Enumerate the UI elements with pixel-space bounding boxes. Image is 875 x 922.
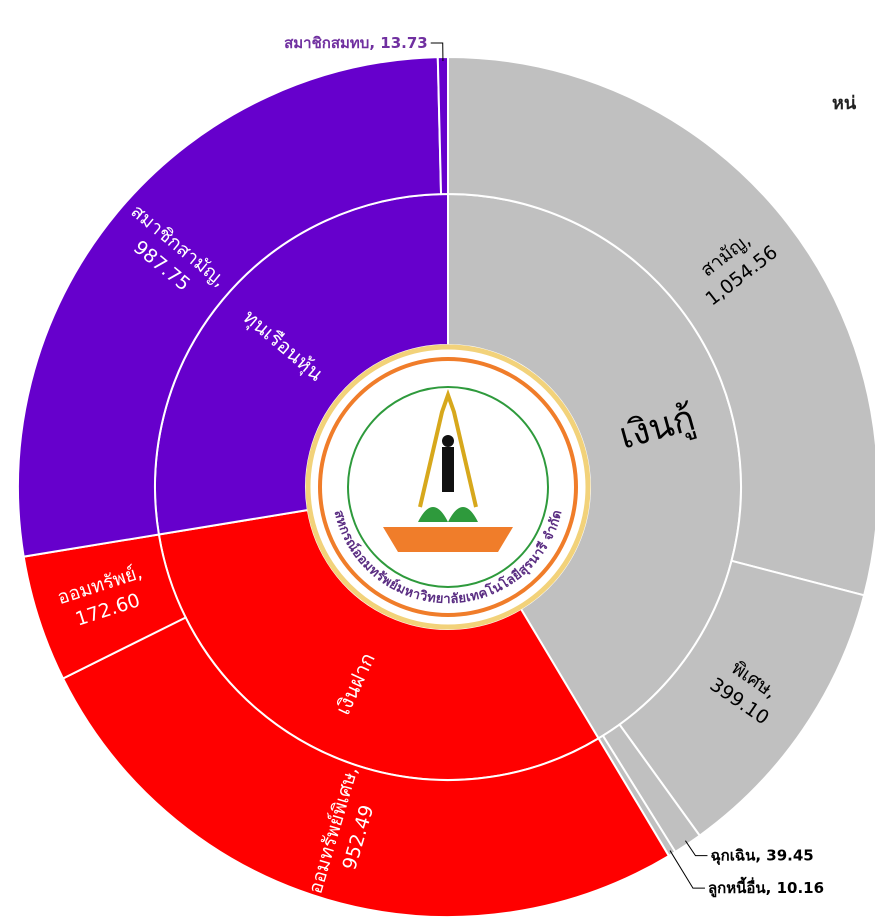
outside-label-value: 10.16 xyxy=(777,879,824,897)
logo-ring-inner xyxy=(347,386,549,588)
outside-label-name: ลูกหนี้อื่น, xyxy=(708,876,771,898)
outside-label: สมาชิกสมทบ, 13.73 xyxy=(284,34,428,52)
outer-segment xyxy=(17,56,443,558)
outside-label-value: 13.73 xyxy=(380,34,427,52)
leader-line xyxy=(430,42,444,62)
outside-label-name: ฉุกเฉิน, xyxy=(710,846,761,865)
outside-label-value: 39.45 xyxy=(766,846,813,864)
logo-figure xyxy=(442,447,454,492)
outside-label: ลูกหนี้อื่น, 10.16 xyxy=(708,876,824,898)
logo-ring-outer xyxy=(318,357,578,617)
logo-head xyxy=(442,435,454,447)
subtitle: หน่ xyxy=(832,93,857,114)
outer-segment xyxy=(436,55,449,196)
outer-segment xyxy=(447,55,875,597)
logo-tower xyxy=(418,388,478,508)
logo-base xyxy=(383,527,513,552)
leader-line xyxy=(669,850,705,889)
outside-label: ฉุกเฉิน, 39.45 xyxy=(710,846,813,865)
outside-label-name: สมาชิกสมทบ, xyxy=(284,34,375,52)
outer-segment xyxy=(61,616,671,918)
leader-line xyxy=(685,840,708,857)
logo-leaves xyxy=(418,507,478,522)
